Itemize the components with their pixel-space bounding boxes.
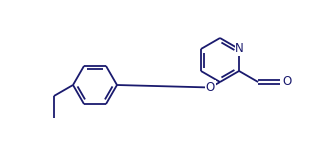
Text: O: O <box>206 81 215 94</box>
Text: N: N <box>235 42 244 55</box>
Text: O: O <box>282 75 291 88</box>
